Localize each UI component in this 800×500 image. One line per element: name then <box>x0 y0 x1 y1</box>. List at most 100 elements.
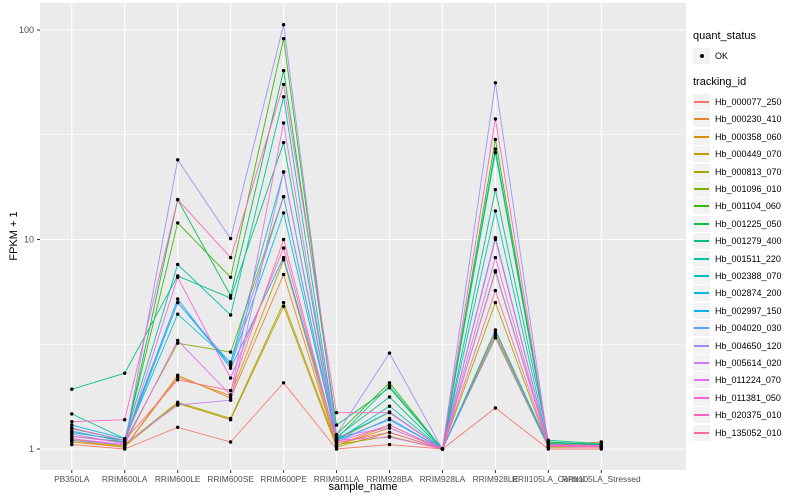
data-point <box>281 255 286 260</box>
legend-item-label: Hb_002997_150 <box>715 305 782 316</box>
data-point <box>123 418 127 422</box>
x-tick-label: PB350LA <box>54 474 90 484</box>
legend-item-label: Hb_001279_400 <box>715 236 782 247</box>
legend-item-Hb_001104_060: Hb_001104_060 <box>693 198 799 215</box>
x-tick-labels: PB350LA RRIM600LA RRIM600LE RRIM600SE RRIM60… <box>54 474 641 484</box>
data-point <box>176 378 180 382</box>
legend-key-swatch <box>693 320 710 337</box>
series-color-line-icon <box>694 344 709 347</box>
legend-item-label: Hb_000449_070 <box>715 149 782 160</box>
data-point <box>387 423 392 427</box>
data-point <box>334 445 339 449</box>
legend-item-label: Hb_000813_070 <box>715 166 782 177</box>
data-point <box>176 197 180 202</box>
legend-item-label: Hb_011224_070 <box>715 375 781 386</box>
legend-item-ok: OK <box>693 47 799 64</box>
x-tick-label: RRIM600PE <box>260 474 307 484</box>
data-point <box>70 437 74 441</box>
data-point <box>228 293 233 298</box>
legend-key-swatch <box>693 163 710 180</box>
legend-item-label: Hb_001511_220 <box>715 253 781 264</box>
data-point <box>228 296 233 300</box>
legend-item-Hb_020375_010: Hb_020375_010 <box>693 406 799 424</box>
legend-item-Hb_000358_060: Hb_000358_060 <box>693 128 799 145</box>
legend-item-Hb_000449_070: Hb_000449_070 <box>693 146 799 163</box>
legend-item-Hb_000813_070: Hb_000813_070 <box>693 163 799 180</box>
x-tick-label: RRIM928BA <box>366 474 413 484</box>
data-point <box>281 237 286 242</box>
data-point <box>493 336 498 340</box>
legend-key-swatch <box>693 250 710 267</box>
data-point <box>493 300 498 305</box>
series-color-line-icon <box>694 153 709 156</box>
data-point <box>493 270 498 274</box>
major-gridlines <box>40 3 686 470</box>
data-point <box>440 447 445 451</box>
series-color-line-icon <box>694 205 709 208</box>
legend-item-Hb_001511_220: Hb_001511_220 <box>693 250 799 267</box>
legend-title-tracking-id: tracking_id <box>693 76 747 89</box>
data-point <box>387 395 392 399</box>
data-point <box>493 150 498 155</box>
legend-item-label: Hb_000358_060 <box>715 131 782 142</box>
data-point <box>176 275 180 279</box>
series-color-line-icon <box>694 257 709 260</box>
data-point <box>334 441 339 445</box>
series-color-line-icon <box>694 101 709 104</box>
legend-item-label: Hb_005614_020 <box>715 357 782 368</box>
data-point <box>228 275 233 279</box>
data-point <box>176 403 180 407</box>
x-tick-label: RRIM901LA <box>314 474 360 484</box>
legend-item-label: Hb_011381_050 <box>715 392 781 403</box>
legend-item-Hb_005614_020: Hb_005614_020 <box>693 354 799 371</box>
legend-item-Hb_135052_010: Hb_135052_010 <box>693 424 799 441</box>
data-point <box>387 435 392 439</box>
data-point <box>281 170 286 174</box>
legend-item-label: Hb_001225_050 <box>715 218 782 229</box>
data-point <box>176 341 180 345</box>
data-point <box>387 430 392 435</box>
data-point <box>70 434 74 438</box>
y-tick-labels: 1 10 100 <box>19 25 34 454</box>
legend-item-Hb_001096_010: Hb_001096_010 <box>693 180 799 198</box>
data-point <box>176 297 180 301</box>
data-point <box>123 371 127 375</box>
data-points <box>70 23 603 451</box>
legend-key-swatch <box>693 285 710 302</box>
data-point <box>70 426 74 430</box>
data-point <box>281 246 286 250</box>
x-tick-label: RRII105LA_Stressed <box>562 474 641 484</box>
data-point <box>387 404 392 408</box>
data-point <box>493 117 498 121</box>
legend-item-label: Hb_004020_030 <box>715 323 782 334</box>
data-point <box>176 262 180 267</box>
data-point <box>493 330 498 335</box>
legend-key-swatch <box>693 233 710 250</box>
data-point <box>281 300 286 305</box>
data-point <box>228 376 233 380</box>
x-tick-label: RRIM600LE <box>155 474 201 484</box>
legend-item-Hb_001225_050: Hb_001225_050 <box>693 215 799 232</box>
data-point <box>387 411 392 415</box>
y-axis-title: FPKM + 1 <box>8 211 20 261</box>
data-point <box>281 68 286 73</box>
legend-key-swatch <box>693 128 710 145</box>
data-point <box>228 350 233 354</box>
legend-item-label: OK <box>715 50 729 61</box>
legend-item-Hb_011224_070: Hb_011224_070 <box>693 372 799 389</box>
series-color-line-icon <box>694 414 709 417</box>
x-tick-label: RRIM928LE <box>473 474 519 484</box>
y-tick-label: 10 <box>24 235 34 245</box>
data-point <box>493 147 498 151</box>
series-color-line-icon <box>694 188 709 191</box>
series-color-line-icon <box>694 379 709 382</box>
data-point <box>70 432 74 436</box>
series-color-line-icon <box>694 118 709 121</box>
data-point <box>228 440 233 444</box>
data-point <box>493 406 498 410</box>
data-point <box>387 426 392 430</box>
data-point <box>228 363 233 368</box>
legend-key-swatch <box>693 337 710 354</box>
legend-item-Hb_004020_030: Hb_004020_030 <box>693 319 799 337</box>
